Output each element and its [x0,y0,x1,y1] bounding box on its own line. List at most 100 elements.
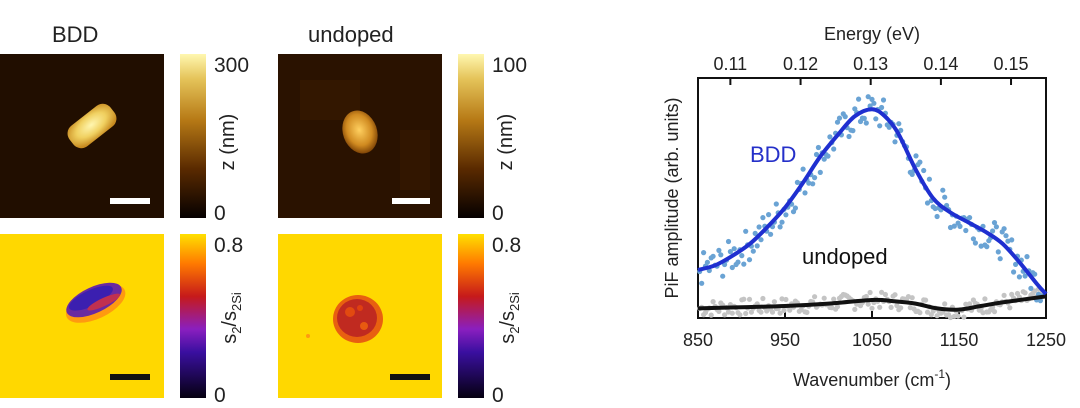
data-point [760,215,766,221]
data-point [877,304,883,310]
data-point [961,314,967,320]
x-axis-ticks: 850 950 1050 1150 1250 [683,311,1066,350]
data-point [869,305,875,311]
data-point [882,291,888,298]
data-point [766,212,772,218]
bdd-particle-topography [67,103,117,149]
data-point [1016,274,1022,280]
data-point [710,253,716,259]
data-point [1011,269,1017,275]
data-point [746,257,753,263]
data-point [804,309,810,315]
data-point [932,205,938,212]
data-point [783,296,789,303]
data-point [777,224,783,230]
data-point [913,153,919,159]
bdd-nf-scale-bar [110,374,150,380]
data-point [737,312,743,318]
data-point [967,301,973,307]
bdd-nf-colorbar [180,234,206,398]
data-point [716,247,722,253]
data-point [743,228,749,234]
data-point [924,309,931,315]
data-point [783,212,789,218]
data-point [768,231,774,237]
bdd-nf-max-label: 0.8 [214,234,243,257]
data-point [752,230,758,236]
bdd-topo-colorbar [180,54,206,218]
data-point [699,280,705,286]
top-axis-ticks: 0.11 0.12 0.13 0.14 0.15 [714,54,1029,85]
data-point [716,308,722,314]
data-point [863,120,869,126]
undoped-particle-topography [342,110,378,154]
data-point [923,297,929,303]
data-point [821,295,827,301]
data-point [963,227,969,234]
data-point [896,121,902,127]
data-point [806,180,812,186]
data-point [846,133,852,140]
data-point [917,310,923,316]
top-tick-label: 0.14 [923,54,958,74]
data-point [743,310,749,317]
top-tick-label: 0.11 [714,54,748,74]
top-tick-label: 0.15 [994,54,1029,74]
undoped-particle-nearfield [333,295,383,343]
data-point [729,310,735,316]
x-tick-label: 1250 [1026,330,1066,350]
data-point [769,309,776,315]
data-point [710,299,716,305]
data-point [877,123,883,129]
data-point [787,307,793,313]
data-point [863,293,869,300]
data-point [836,115,843,121]
data-point [722,312,728,318]
bdd-topo-min-label: 0 [214,202,226,225]
series-fit-undoped [697,294,1047,312]
data-point [779,219,785,225]
data-point [990,228,996,234]
data-point [798,307,804,313]
data-point [970,236,976,242]
data-point [802,190,808,196]
data-point [1001,226,1007,232]
data-point [1022,290,1028,296]
data-point [831,296,837,302]
data-point [813,151,820,158]
bdd-panel-title: BDD [52,22,99,47]
x-axis-title: Wavenumber (cm-1) [793,367,951,390]
data-point [741,296,747,302]
data-point [831,146,837,152]
undoped-topo-scale-bar [392,198,430,204]
data-point [894,302,900,309]
data-point [865,301,871,307]
data-point [940,187,946,193]
data-point [982,296,988,302]
top-tick-label: 0.12 [783,54,818,74]
data-point [1013,261,1019,267]
undoped-panel-title: undoped [308,22,394,47]
data-point [779,296,785,302]
undoped-nf-min-label: 0 [492,384,504,407]
data-point [957,223,963,229]
data-point [842,114,848,120]
undoped-topo-min-label: 0 [492,202,504,225]
data-point [909,171,915,177]
data-point [1001,292,1007,298]
data-point [880,97,887,103]
data-point [771,299,777,305]
bdd-topo-scale-bar [110,198,150,204]
data-point [924,200,931,206]
data-points [697,94,1045,321]
data-point [735,259,741,265]
data-point [815,144,821,151]
data-point [817,169,823,175]
top-axis-title: Energy (eV) [824,24,920,44]
data-point [1022,273,1028,279]
data-point [865,94,871,100]
data-point [951,313,957,319]
plot-frame [697,77,1047,319]
data-point [754,243,760,249]
data-point [750,248,756,254]
